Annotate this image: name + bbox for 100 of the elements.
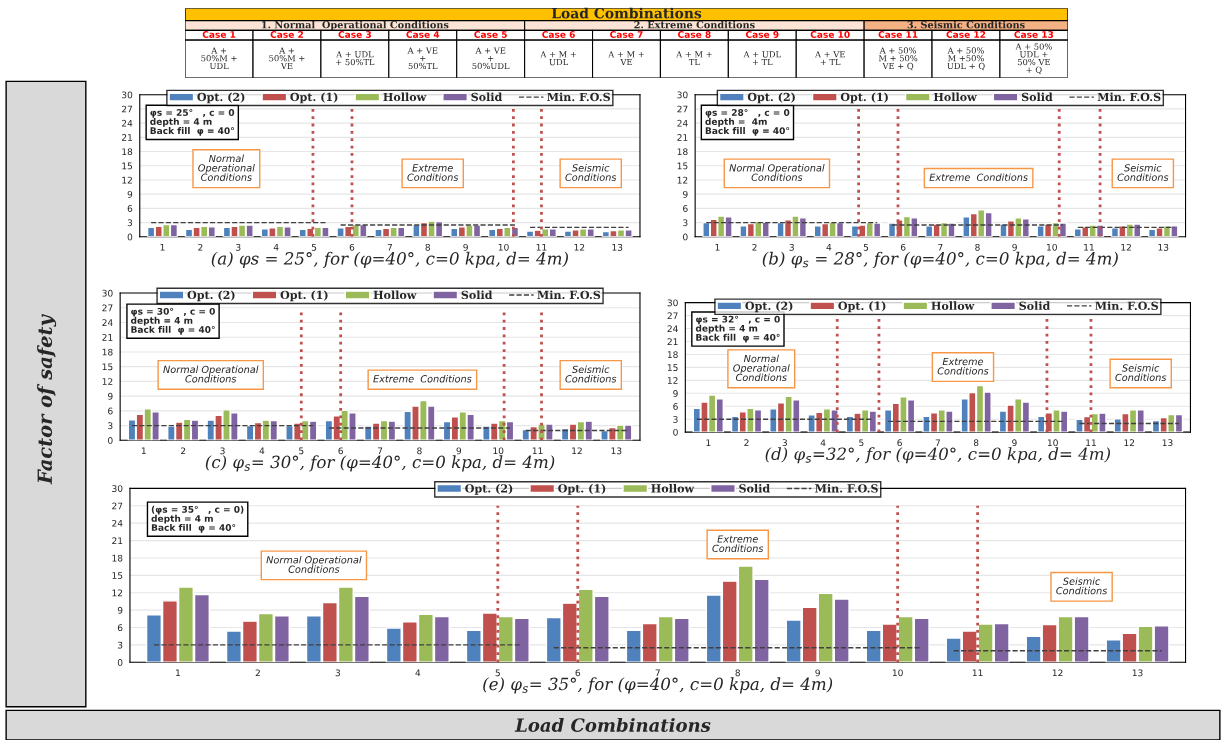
x-tick-label: 6 bbox=[349, 243, 355, 251]
text: A + VE + TL bbox=[814, 51, 845, 66]
annotation: Extreme Conditions bbox=[712, 535, 764, 553]
annotation: Seismic Conditions bbox=[1117, 163, 1169, 181]
y-tick-label: 3 bbox=[108, 422, 113, 430]
text: A + 50% M +50% UDL + Q bbox=[947, 47, 985, 71]
x-tick-label: 13 bbox=[611, 447, 622, 455]
legend-label: Solid bbox=[471, 92, 503, 102]
annotation: Extreme Conditions bbox=[407, 164, 459, 181]
annotation: φs = 30° , c = 0 depth = 4 m Back fill φ = 40° bbox=[130, 307, 215, 335]
text: A + 50%M + VE bbox=[269, 47, 305, 69]
legend-label: Opt. (1) bbox=[840, 92, 888, 104]
text: 2. Extreme Conditions bbox=[634, 20, 755, 29]
x-tick-label: 11 bbox=[532, 447, 543, 455]
text: (e) φ$_{s}$= 35°, for (φ=40°, c=0 kpa, d= 4m) bbox=[483, 677, 833, 694]
x-tick-label: 4 bbox=[820, 439, 826, 446]
annotation: φs = 25° , c = 0 depth = 4 m Back fill φ = 40° bbox=[150, 109, 235, 136]
y-tick-label: 6 bbox=[127, 205, 133, 212]
x-tick-label: 3 bbox=[220, 447, 225, 455]
x-tick-label: 6 bbox=[900, 243, 906, 251]
legend-label: Opt. (1) bbox=[838, 301, 886, 313]
x-tick-label: 5 bbox=[859, 439, 864, 447]
category-label: Case 11 bbox=[878, 31, 918, 38]
y-tick-label: 15 bbox=[677, 162, 688, 170]
annotation: Seismic Conditions bbox=[1056, 577, 1108, 595]
x-tick-label: 9 bbox=[815, 669, 820, 677]
category-label: Case 13 bbox=[1014, 31, 1054, 38]
legend-label: Opt. (1) bbox=[290, 92, 338, 104]
text: A + UDL + TL bbox=[743, 51, 781, 66]
y-tick-label: 24 bbox=[677, 119, 688, 127]
x-tick-label: 4 bbox=[273, 244, 279, 251]
legend-label: Opt. (1) bbox=[558, 484, 606, 495]
x-tick-label: 13 bbox=[1132, 669, 1143, 677]
y-tick-label: 6 bbox=[108, 407, 113, 415]
y-tick-label: 0 bbox=[117, 659, 123, 666]
text: A + VE + 50%UDL bbox=[472, 47, 510, 70]
y-tick-label: 15 bbox=[102, 363, 113, 371]
x-tick-label: 11 bbox=[1084, 244, 1094, 251]
text: A + 50%M + UDL bbox=[201, 47, 237, 70]
y-tick-label: 15 bbox=[112, 572, 123, 579]
y-tick-label: 15 bbox=[122, 162, 133, 170]
x-tick-label: 9 bbox=[1012, 439, 1017, 447]
annotation: φs = 28° , c = 0 depth = 4m Back fill φ = 40° bbox=[705, 109, 790, 136]
y-tick-label: 30 bbox=[122, 91, 133, 99]
x-tick-label: 2 bbox=[255, 669, 260, 677]
x-tick-label: 3 bbox=[335, 669, 341, 677]
annotation: Normal Operational Conditions bbox=[733, 354, 790, 382]
y-tick-label: 3 bbox=[117, 641, 123, 649]
x-tick-label: 13 bbox=[1162, 439, 1173, 447]
text: A + UDL + 50%TL bbox=[336, 51, 375, 66]
x-tick-label: 5 bbox=[299, 447, 304, 455]
x-tick-label: 9 bbox=[456, 447, 462, 455]
y-tick-label: 3 bbox=[673, 415, 678, 423]
y-tick-label: 21 bbox=[121, 134, 132, 141]
y-tick-label: 18 bbox=[677, 148, 688, 156]
x-tick-label: 1 bbox=[176, 669, 180, 677]
x-tick-label: 3 bbox=[236, 243, 241, 251]
x-tick-label: 7 bbox=[935, 439, 940, 446]
x-tick-label: 2 bbox=[752, 243, 757, 251]
y-tick-label: 0 bbox=[683, 233, 688, 241]
x-tick-label: 12 bbox=[572, 447, 582, 455]
annotation: Extreme Conditions bbox=[373, 374, 472, 383]
x-tick-label: 6 bbox=[897, 439, 902, 447]
x-tick-label: 7 bbox=[938, 244, 943, 251]
x-tick-label: 12 bbox=[574, 243, 585, 251]
y-tick-label: 0 bbox=[127, 233, 133, 241]
x-tick-label: 2 bbox=[180, 447, 186, 455]
y-tick-label: 18 bbox=[112, 554, 123, 562]
legend-label: Min. F.O.S bbox=[1097, 92, 1161, 102]
x-tick-label: 10 bbox=[1047, 439, 1058, 447]
y-tick-label: 12 bbox=[102, 378, 113, 385]
y-tick-label: 0 bbox=[673, 428, 678, 436]
text: (b) φ$_{s}$ = 28°, for (φ=40°, c=0 kpa, d= 4m) bbox=[762, 251, 1118, 268]
text: A + M + UDL bbox=[540, 51, 576, 66]
x-tick-label: 7 bbox=[377, 447, 383, 455]
x-tick-label: 3 bbox=[789, 243, 794, 251]
legend-label: Solid bbox=[1021, 92, 1053, 102]
x-tick-label: 9 bbox=[1012, 243, 1017, 251]
legend-label: Min. F.O.S bbox=[1095, 301, 1158, 310]
legend-label: Opt. (1) bbox=[280, 290, 328, 302]
y-tick-label: 0 bbox=[108, 437, 113, 444]
y-tick-label: 21 bbox=[677, 134, 688, 141]
x-tick-label: 3 bbox=[782, 439, 787, 447]
x-tick-label: 11 bbox=[1086, 439, 1096, 446]
x-tick-label: 6 bbox=[338, 447, 343, 455]
y-tick-label: 18 bbox=[122, 148, 133, 156]
category-label: Case 4 bbox=[406, 31, 440, 38]
x-tick-label: 11 bbox=[972, 669, 983, 677]
annotation: Seismic Conditions bbox=[1115, 364, 1167, 382]
y-tick-label: 6 bbox=[673, 402, 678, 410]
x-tick-label: 11 bbox=[536, 244, 547, 251]
text: Load Combinations bbox=[514, 717, 711, 732]
legend-label: Min. F.O.S bbox=[547, 92, 610, 102]
legend-label: Hollow bbox=[373, 290, 417, 300]
y-tick-label: 9 bbox=[108, 392, 113, 400]
category-label: Case 12 bbox=[946, 31, 986, 38]
y-tick-label: 12 bbox=[667, 377, 678, 384]
y-tick-label: 30 bbox=[667, 299, 678, 307]
legend-label: Hollow bbox=[651, 484, 695, 493]
y-tick-label: 30 bbox=[102, 289, 113, 297]
